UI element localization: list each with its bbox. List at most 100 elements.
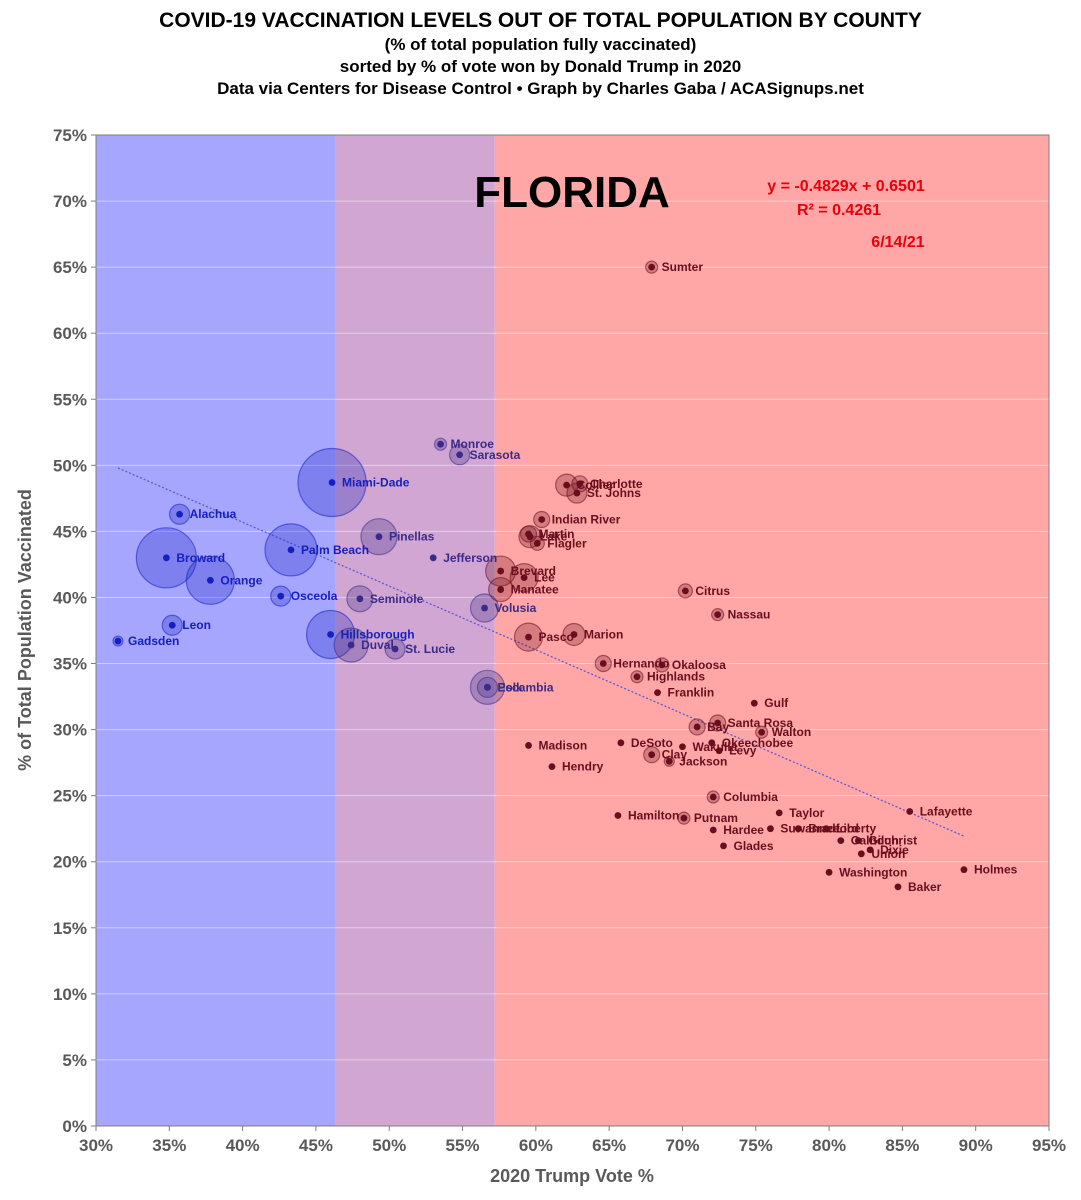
label-bay: Bay xyxy=(707,720,729,734)
label-pinellas: Pinellas xyxy=(389,530,435,544)
label-indian-river: Indian River xyxy=(552,513,621,527)
label-charlotte: Charlotte xyxy=(590,477,643,491)
y-tick-label: 5% xyxy=(62,1051,87,1070)
point-leon xyxy=(168,621,176,629)
y-tick-label: 25% xyxy=(53,787,87,806)
point-manatee xyxy=(497,586,505,593)
label-nassau: Nassau xyxy=(728,608,771,622)
label-duval: Duval xyxy=(361,638,394,652)
x-tick-label: 55% xyxy=(446,1136,480,1155)
label-liberty: Liberty xyxy=(836,822,876,836)
chart-title: COVID-19 VACCINATION LEVELS OUT OF TOTAL… xyxy=(159,9,922,32)
label-gulf: Gulf xyxy=(764,696,789,710)
label-levy: Levy xyxy=(729,744,757,758)
label-martin: Martin xyxy=(539,527,575,541)
label-leon: Leon xyxy=(182,618,211,632)
label-dixie: Dixie xyxy=(880,843,909,857)
point-columbia xyxy=(709,793,717,801)
point-desoto xyxy=(617,739,625,747)
label-taylor: Taylor xyxy=(789,806,824,820)
point-taylor xyxy=(775,809,783,817)
label-polk: Polk xyxy=(497,680,523,694)
y-tick-label: 60% xyxy=(53,324,87,343)
label-calhoun: Calhoun xyxy=(851,834,899,848)
y-tick-label: 15% xyxy=(53,919,87,938)
x-tick-label: 85% xyxy=(885,1136,919,1155)
point-nassau xyxy=(714,611,722,619)
state-label: FLORIDA xyxy=(474,168,670,217)
label-franklin: Franklin xyxy=(668,686,715,700)
date-label: 6/14/21 xyxy=(871,234,924,251)
label-washington: Washington xyxy=(839,865,907,879)
point-seminole xyxy=(356,595,364,603)
label-lafayette: Lafayette xyxy=(920,805,973,819)
label-gadsden: Gadsden xyxy=(128,634,179,648)
label-baker: Baker xyxy=(908,880,942,894)
point-jefferson xyxy=(429,554,437,562)
label-collier: Collier xyxy=(577,478,615,492)
point-levy xyxy=(715,747,723,755)
point-washington xyxy=(825,868,833,876)
y-tick-label: 55% xyxy=(53,390,87,409)
label-columbia: Columbia xyxy=(723,790,778,804)
background-band xyxy=(494,135,1050,1126)
y-tick-label: 35% xyxy=(53,655,87,674)
label-walton: Walton xyxy=(772,725,812,739)
point-pasco xyxy=(525,633,532,641)
point-holmes xyxy=(960,866,968,874)
point-st-lucie xyxy=(391,645,399,653)
chart-title-block: COVID-19 VACCINATION LEVELS OUT OF TOTAL… xyxy=(0,8,1081,100)
label-holmes: Holmes xyxy=(974,863,1018,877)
y-tick-label: 30% xyxy=(53,721,87,740)
point-monroe xyxy=(437,440,444,448)
label-hillsborough: Hillsborough xyxy=(341,627,415,641)
x-tick-label: 50% xyxy=(372,1136,406,1155)
axes-group: 0% 5% 10% 15% 20% 25% 30% 35% 40% 45% 50% 55% 60% 65%… xyxy=(53,126,1066,1155)
label-seminole: Seminole xyxy=(370,592,424,606)
y-tick-label: 40% xyxy=(53,588,87,607)
regression-equation: y = -0.4829x + 0.6501 xyxy=(767,178,925,195)
point-miami-dade xyxy=(328,479,336,486)
point-clay xyxy=(648,751,656,759)
point-martin xyxy=(525,530,532,538)
point-okaloosa xyxy=(658,661,666,669)
label-okaloosa: Okaloosa xyxy=(672,658,726,672)
point-lafayette xyxy=(906,808,914,815)
x-tick-label: 70% xyxy=(665,1136,699,1155)
label-monroe: Monroe xyxy=(451,437,495,451)
label-hendry: Hendry xyxy=(562,760,604,774)
label-okeechobee: Okeechobee xyxy=(722,736,794,750)
point-flagler xyxy=(533,539,541,547)
label-pasco: Pasco xyxy=(539,630,574,644)
label-citrus: Citrus xyxy=(695,584,730,598)
label-sarasota: Sarasota xyxy=(470,448,521,462)
label-hamilton: Hamilton xyxy=(628,808,679,822)
label-bradford: Bradford xyxy=(808,822,859,836)
label-highlands: Highlands xyxy=(647,670,705,684)
y-tick-label: 65% xyxy=(53,258,87,277)
label-hernando: Hernando xyxy=(613,657,669,671)
point-broward xyxy=(162,554,170,562)
point-indian-river xyxy=(538,516,546,523)
point-putnam xyxy=(680,814,688,822)
y-tick-label: 0% xyxy=(62,1117,87,1136)
x-tick-label: 45% xyxy=(299,1136,333,1155)
y-tick-label: 50% xyxy=(53,456,87,475)
point-gilchrist xyxy=(855,837,862,844)
label-broward: Broward xyxy=(176,551,225,565)
point-alachua xyxy=(176,510,183,518)
point-santa-rosa xyxy=(714,719,722,727)
y-tick-label: 70% xyxy=(53,192,87,211)
point-osceola xyxy=(277,592,285,600)
point-walton xyxy=(758,728,766,736)
point-hendry xyxy=(548,763,556,770)
x-tick-label: 65% xyxy=(592,1136,626,1155)
point-jackson xyxy=(665,757,673,765)
y-tick-label: 20% xyxy=(53,853,87,872)
point-marion xyxy=(570,631,578,638)
label-santa-rosa: Santa Rosa xyxy=(728,716,794,730)
point-orange xyxy=(206,576,214,584)
label-st-lucie: St. Lucie xyxy=(405,642,455,656)
label-clay: Clay xyxy=(662,748,688,762)
label-flagler: Flagler xyxy=(547,536,587,550)
